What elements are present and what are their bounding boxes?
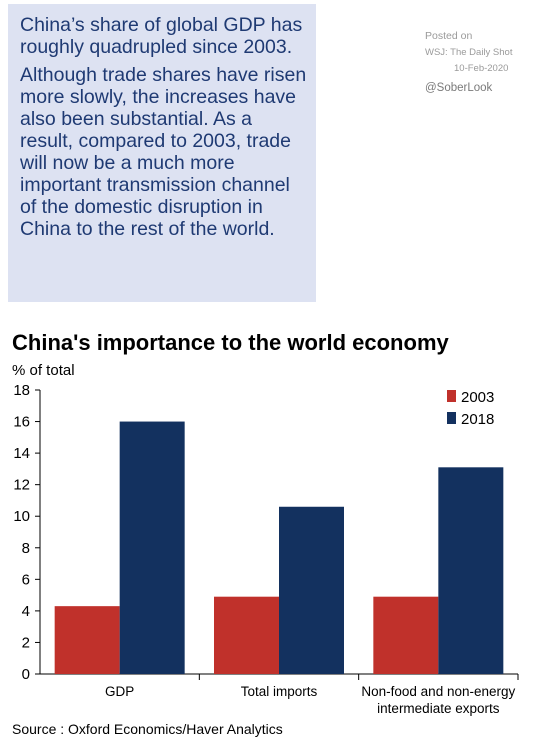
chart-title: China's importance to the world economy [12, 330, 449, 355]
y-tick-label: 6 [22, 571, 30, 588]
legend-swatch-2003 [447, 390, 456, 402]
y-tick-label: 10 [13, 508, 30, 525]
bar-2003-2 [373, 596, 439, 674]
y-tick-label: 12 [13, 477, 30, 494]
credit-handle: @SoberLook [425, 82, 493, 94]
x-category-label: Total imports [241, 684, 318, 699]
bar-2018-1 [279, 506, 344, 674]
x-category-label: Non-food and non-energy [361, 684, 515, 699]
legend-label-2018: 2018 [461, 411, 494, 428]
bar-2003-0 [54, 606, 120, 674]
x-category-label: intermediate exports [377, 701, 500, 716]
y-tick-label: 8 [22, 540, 30, 557]
y-tick-label: 4 [22, 603, 30, 620]
y-tick-label: 0 [22, 666, 30, 683]
y-tick-label: 16 [13, 414, 30, 431]
y-tick-label: 14 [13, 445, 30, 462]
y-tick-label: 18 [13, 382, 30, 399]
y-tick-label: 2 [22, 634, 30, 651]
bar-2018-2 [438, 467, 504, 674]
source-note: Source : Oxford Economics/Haver Analytic… [12, 721, 283, 737]
summary-note-box: China’s share of global GDP has roughly … [8, 4, 316, 302]
summary-paragraph-1: China’s share of global GDP has roughly … [20, 14, 303, 58]
bar-2018-0 [119, 421, 185, 674]
y-axis-label: % of total [12, 362, 75, 379]
legend-label-2003: 2003 [461, 389, 494, 406]
summary-paragraph-2: Although trade shares have risen more sl… [20, 64, 307, 240]
credit-outlet: WSJ: The Daily Shot [425, 47, 513, 58]
credit-date: 10-Feb-2020 [454, 63, 509, 74]
legend-swatch-2018 [447, 412, 456, 424]
credit-posted: Posted on [425, 30, 473, 42]
x-category-label: GDP [105, 684, 134, 699]
bar-2003-1 [214, 596, 279, 674]
